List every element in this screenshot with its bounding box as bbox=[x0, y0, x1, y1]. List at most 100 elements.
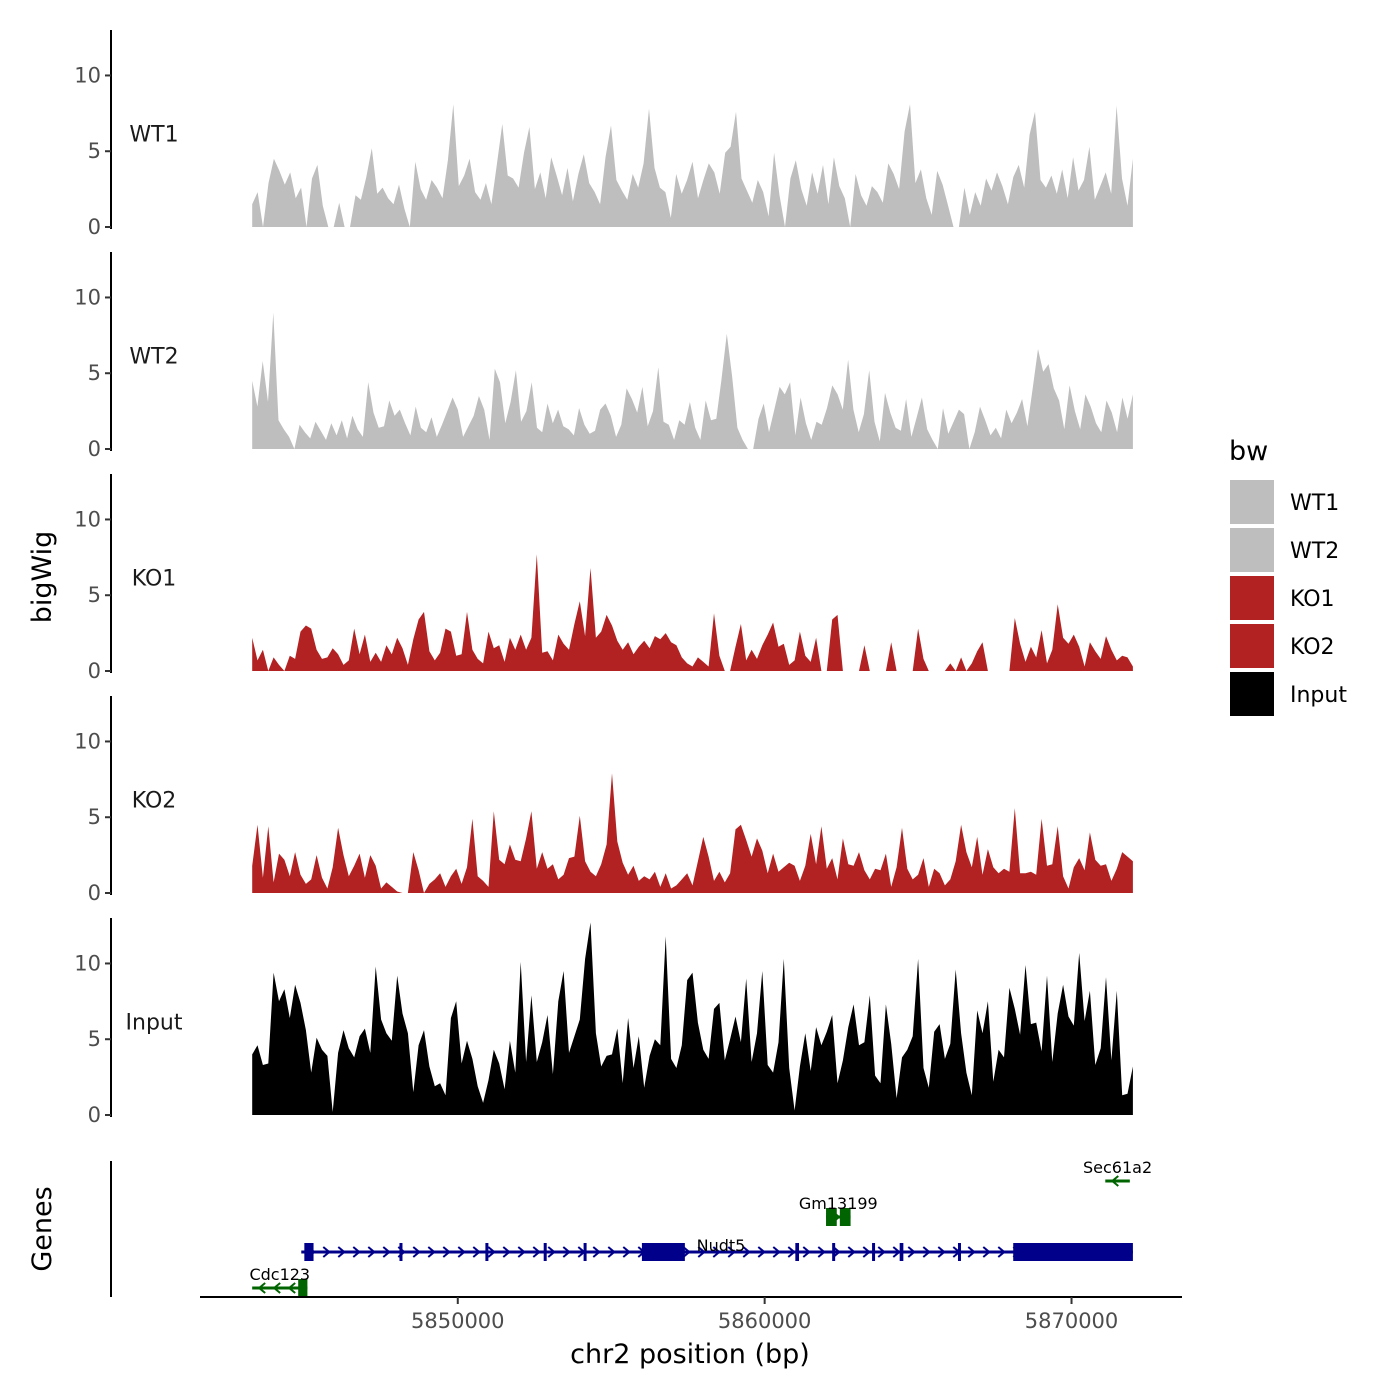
y-tick-label: 10 bbox=[74, 507, 101, 531]
y-tick-label: 5 bbox=[88, 1027, 101, 1051]
track-label: WT2 bbox=[129, 345, 178, 370]
strand-arrow bbox=[907, 1246, 916, 1258]
gene-exon bbox=[485, 1243, 489, 1261]
y-tick-label: 0 bbox=[88, 437, 101, 461]
y-tick-label: 5 bbox=[88, 805, 101, 829]
legend-label: KO2 bbox=[1290, 635, 1335, 660]
gene-exon bbox=[826, 1208, 837, 1226]
strand-arrow bbox=[547, 1246, 556, 1258]
legend-label: WT2 bbox=[1290, 539, 1339, 564]
strand-arrow bbox=[412, 1246, 421, 1258]
legend-label: WT1 bbox=[1290, 491, 1339, 516]
coverage-area-ko2 bbox=[252, 773, 1133, 893]
gene-label: Nudt5 bbox=[697, 1236, 746, 1255]
strand-arrow bbox=[442, 1246, 451, 1258]
legend-swatch bbox=[1230, 576, 1274, 620]
legend-entry-ko2: KO2 bbox=[1230, 624, 1335, 668]
strand-arrow bbox=[622, 1246, 631, 1258]
gene-exon bbox=[1013, 1243, 1133, 1261]
y-tick-label: 10 bbox=[74, 729, 101, 753]
strand-arrow bbox=[772, 1246, 781, 1258]
strand-arrow bbox=[382, 1246, 391, 1258]
x-axis: 5850000 5860000 5870000 chr2 position (bp) bbox=[200, 1296, 1182, 1370]
legend-entry-input: Input bbox=[1230, 672, 1347, 716]
y-tick-label: 10 bbox=[74, 285, 101, 309]
y-tick-label: 10 bbox=[74, 951, 101, 975]
y-tick-label: 5 bbox=[88, 139, 101, 163]
coverage-area-wt1 bbox=[252, 104, 1133, 227]
gene-exon bbox=[304, 1243, 314, 1261]
track-ko2: 0 5 10 KO2 bbox=[74, 696, 1133, 905]
strand-arrow bbox=[562, 1246, 571, 1258]
gene-exon bbox=[839, 1208, 851, 1226]
legend-title: bw bbox=[1229, 436, 1268, 467]
track-label: KO1 bbox=[132, 567, 177, 592]
strand-arrow bbox=[607, 1246, 616, 1258]
x-axis-ticks: 5850000 5860000 5870000 bbox=[411, 1297, 1118, 1333]
gene-exon bbox=[872, 1243, 876, 1261]
y-tick-label: 0 bbox=[88, 215, 101, 239]
y-tick-label: 0 bbox=[88, 1103, 101, 1127]
track-ko1: 0 5 10 KO1 bbox=[74, 474, 1133, 683]
strand-arrow bbox=[502, 1246, 511, 1258]
legend-entry-wt1: WT1 bbox=[1230, 480, 1339, 524]
strand-arrow bbox=[742, 1246, 751, 1258]
strand-arrow bbox=[287, 1282, 296, 1294]
y-tick-label: 5 bbox=[88, 583, 101, 607]
strand-arrow bbox=[472, 1246, 481, 1258]
strand-arrow bbox=[712, 1246, 721, 1258]
x-tick-label: 5850000 bbox=[411, 1309, 505, 1333]
y-tick-label: 0 bbox=[88, 659, 101, 683]
strand-arrow bbox=[697, 1246, 706, 1258]
track-label: Input bbox=[126, 1011, 183, 1036]
strand-arrow bbox=[517, 1246, 526, 1258]
gene-gm13199: Gm13199 bbox=[799, 1194, 878, 1226]
strand-arrow bbox=[937, 1246, 946, 1258]
strand-arrow bbox=[322, 1246, 331, 1258]
legend-label: Input bbox=[1290, 683, 1347, 708]
legend-label: KO1 bbox=[1290, 587, 1335, 612]
strand-arrow bbox=[257, 1282, 266, 1294]
legend-entry-ko1: KO1 bbox=[1230, 576, 1335, 620]
coverage-area-wt2 bbox=[252, 312, 1133, 449]
strand-arrow bbox=[892, 1246, 901, 1258]
genes-axis-title: Genes bbox=[27, 1186, 58, 1271]
gene-cdc123: Cdc123 bbox=[249, 1265, 310, 1297]
strand-arrow bbox=[802, 1246, 811, 1258]
gene-exon bbox=[543, 1243, 547, 1261]
track-wt2: 0 5 10 WT2 bbox=[74, 252, 1133, 461]
strand-arrow bbox=[367, 1246, 376, 1258]
strand-arrow bbox=[272, 1282, 281, 1294]
gene-nudt5: Nudt5 bbox=[301, 1236, 1133, 1261]
strand-arrow bbox=[877, 1246, 886, 1258]
x-tick-label: 5860000 bbox=[718, 1309, 812, 1333]
gene-exon bbox=[832, 1243, 836, 1261]
gene-label: Cdc123 bbox=[249, 1265, 310, 1284]
y-axis-title: bigWig bbox=[27, 531, 58, 624]
track-input: 0 5 10 Input bbox=[74, 918, 1133, 1127]
coverage-area-input bbox=[252, 922, 1133, 1115]
gene-exon bbox=[298, 1279, 308, 1297]
gene-label: Gm13199 bbox=[799, 1194, 878, 1213]
gene-models: Cdc123 Nudt5 Gm13199 Sec61a2 bbox=[249, 1158, 1152, 1297]
strand-arrow bbox=[592, 1246, 601, 1258]
strand-arrow bbox=[832, 1246, 841, 1258]
x-tick-label: 5870000 bbox=[1025, 1309, 1119, 1333]
y-tick-label: 5 bbox=[88, 361, 101, 385]
strand-arrow bbox=[967, 1246, 976, 1258]
strand-arrow bbox=[727, 1246, 736, 1258]
coverage-area-ko1 bbox=[252, 554, 1133, 671]
gene-exon bbox=[899, 1243, 904, 1261]
legend-entry-wt2: WT2 bbox=[1230, 528, 1339, 572]
legend-swatch bbox=[1230, 672, 1274, 716]
gene-exon bbox=[399, 1243, 403, 1261]
gene-exon bbox=[641, 1243, 685, 1261]
strand-arrow bbox=[337, 1246, 346, 1258]
strand-arrow bbox=[757, 1246, 766, 1258]
strand-arrow bbox=[352, 1246, 361, 1258]
strand-arrow bbox=[982, 1246, 991, 1258]
gene-exon bbox=[957, 1243, 961, 1261]
strand-arrow bbox=[1110, 1175, 1119, 1187]
strand-arrow bbox=[532, 1246, 541, 1258]
